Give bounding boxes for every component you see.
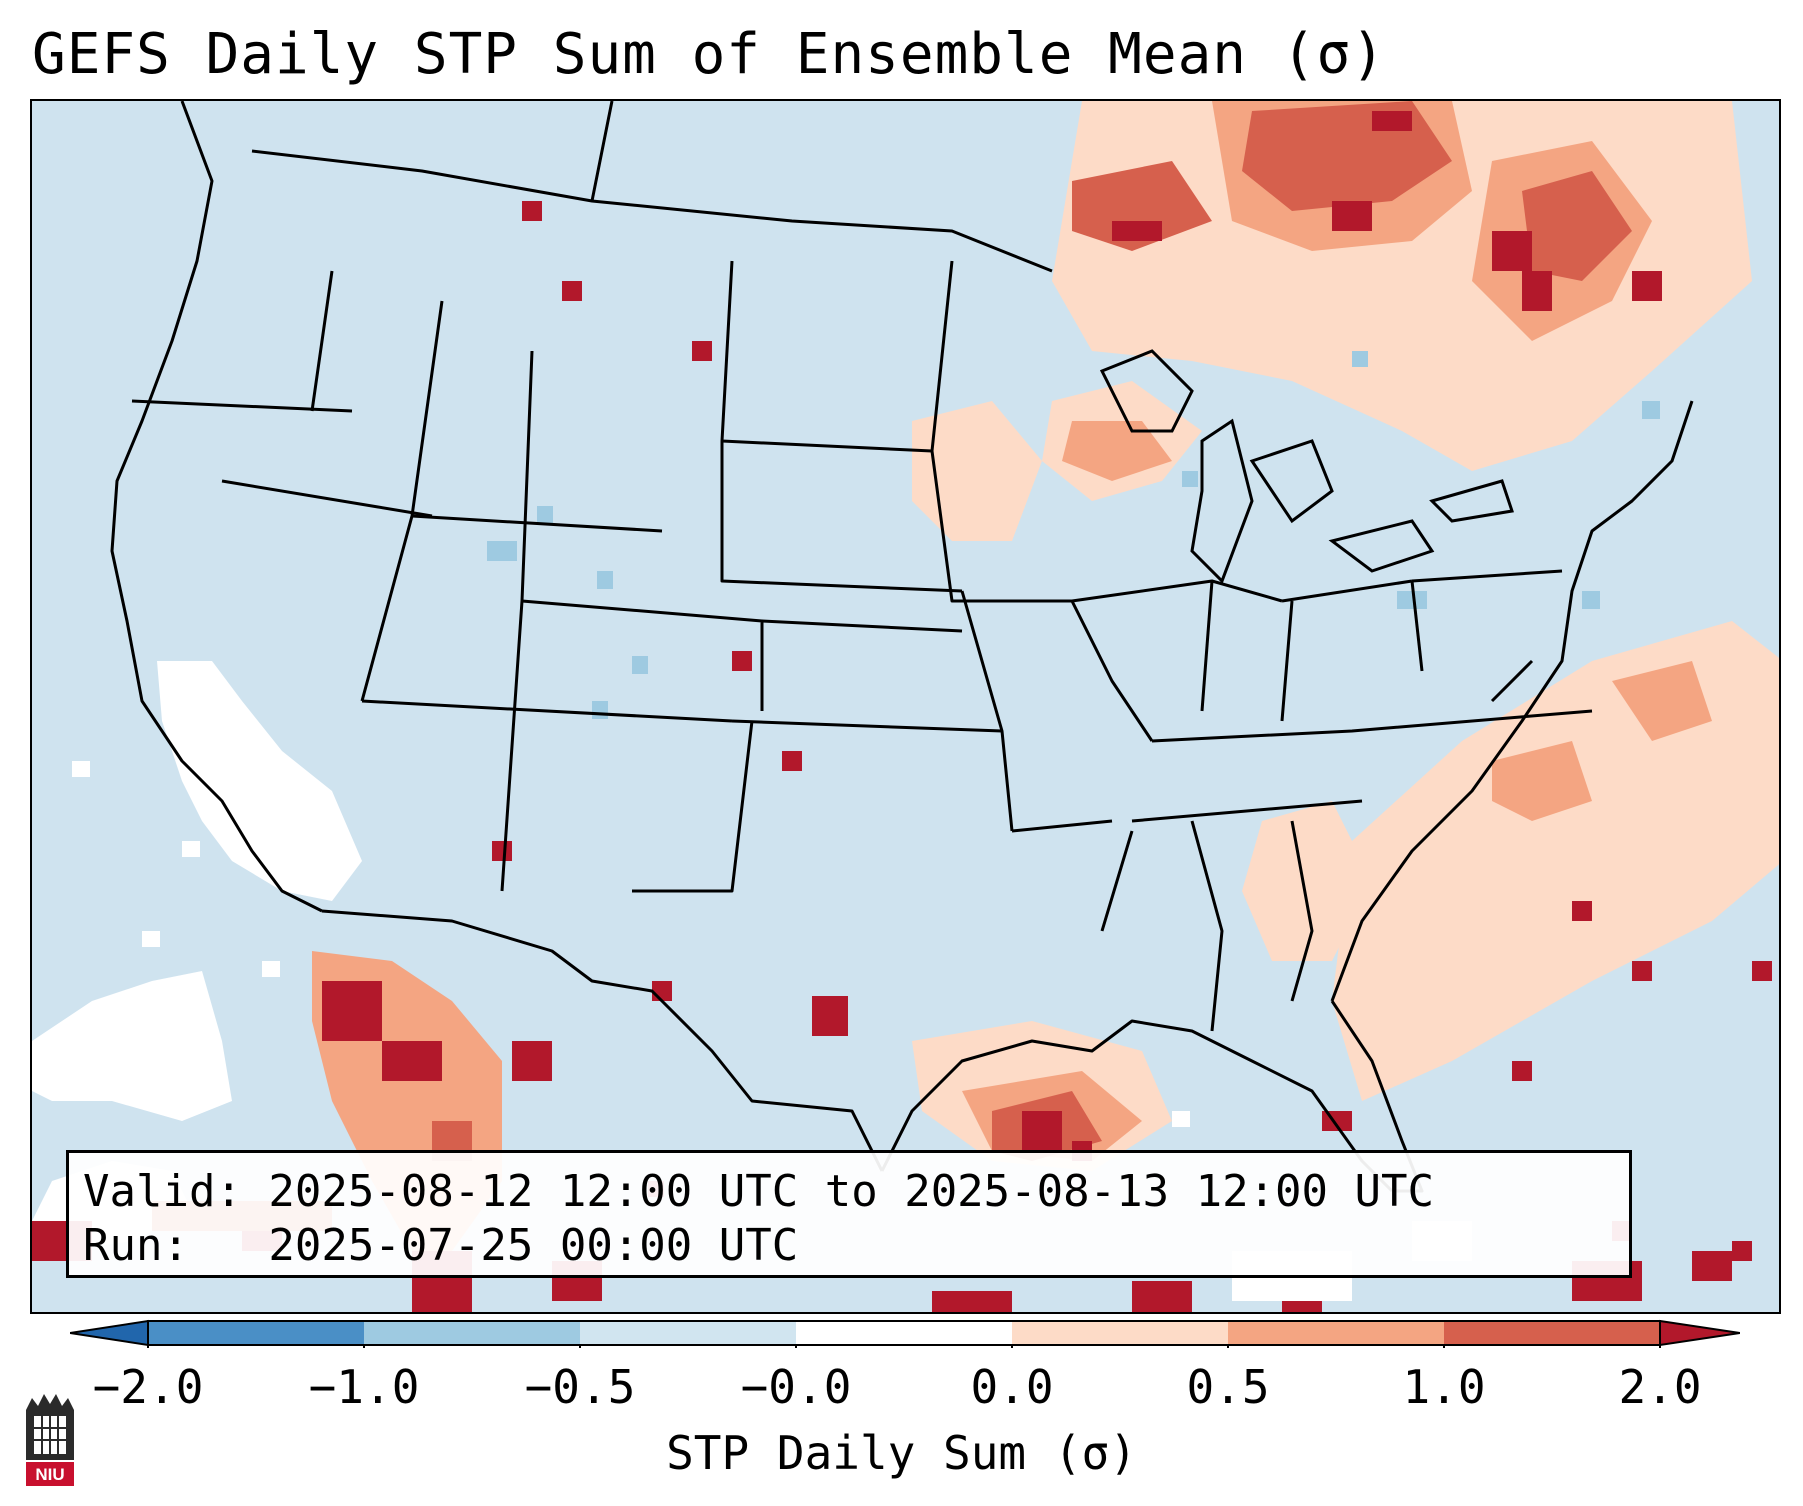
- light-positive-regions: [912, 101, 1779, 1171]
- niu-logo-icon: NIU: [26, 1394, 74, 1486]
- colorbar-ticks: [147, 1345, 1661, 1348]
- negative-pixels: [487, 351, 1660, 719]
- colorbar-tick-label: −1.0: [308, 1360, 420, 1414]
- colorbar-extend-high: [1659, 1319, 1740, 1347]
- run-time-text: Run: 2025-07-25 00:00 UTC: [83, 1220, 799, 1271]
- state-borders: [110, 101, 1694, 1193]
- logo-text: NIU: [35, 1465, 64, 1484]
- colorbar-extend-low: [70, 1319, 149, 1347]
- colorbar: [70, 1319, 1740, 1348]
- colorbar-bin-6: [1228, 1321, 1444, 1345]
- colorbar-tick-label: −0.0: [740, 1360, 852, 1414]
- colorbar-bin-7: [1444, 1321, 1660, 1345]
- colorbar-bin-5: [1012, 1321, 1228, 1345]
- colorbar-bin-3: [580, 1321, 796, 1345]
- colorbar-tick-label: −2.0: [92, 1360, 204, 1414]
- map-panel: [30, 99, 1781, 1314]
- colorbar-tick-label: 0.5: [1186, 1360, 1270, 1414]
- colorbar-tick-label: 1.0: [1402, 1360, 1486, 1414]
- valid-run-info-box: Valid: 2025-08-12 12:00 UTC to 2025-08-1…: [66, 1150, 1632, 1278]
- colorbar-label: STP Daily Sum (σ): [666, 1426, 1137, 1480]
- colorbar-bin-1: [148, 1321, 364, 1345]
- great-lakes: [1099, 349, 1514, 584]
- colorbar-bin-2: [364, 1321, 580, 1345]
- colorbar-tick-label: −0.5: [524, 1360, 636, 1414]
- colorbar-tick-label: 2.0: [1618, 1360, 1702, 1414]
- figure-title: GEFS Daily STP Sum of Ensemble Mean (σ): [32, 22, 1386, 87]
- colorbar-tick-label: 0.0: [970, 1360, 1054, 1414]
- colorbar-bin-4: [796, 1321, 1012, 1345]
- valid-time-text: Valid: 2025-08-12 12:00 UTC to 2025-08-1…: [83, 1166, 1435, 1217]
- map-canvas: [32, 101, 1779, 1312]
